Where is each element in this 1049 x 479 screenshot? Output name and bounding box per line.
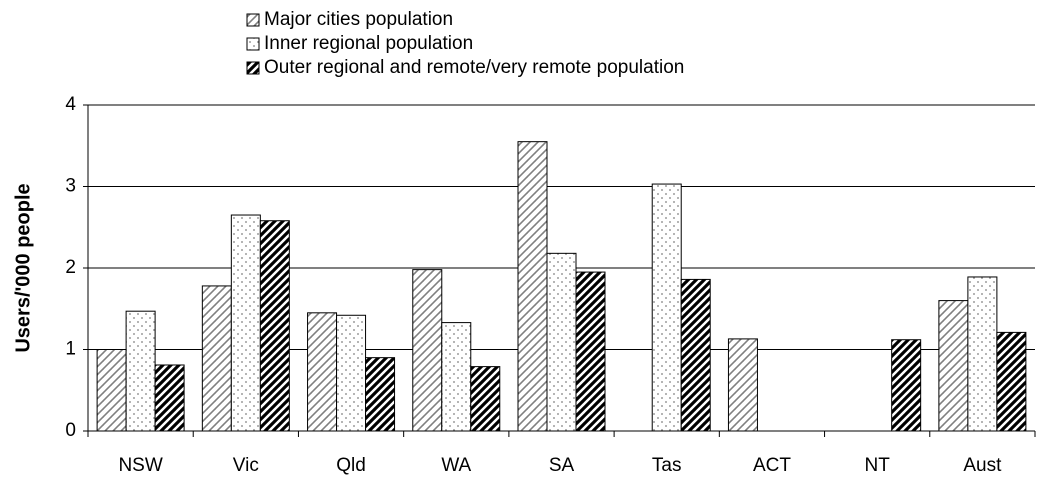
y-tick-label: 1 (65, 339, 76, 360)
bar (517, 141, 548, 432)
bar (938, 300, 969, 432)
bar (996, 331, 1027, 432)
bar (891, 339, 922, 432)
bar (412, 269, 443, 432)
x-tick-label: Tas (652, 455, 682, 476)
bar (230, 214, 261, 432)
bar (680, 278, 711, 432)
x-tick-label: WA (441, 455, 471, 476)
legend-label: Outer regional and remote/very remote po… (264, 57, 684, 78)
x-tick-label: SA (549, 455, 575, 476)
x-tick-label: Aust (963, 455, 1002, 476)
bar (967, 276, 998, 432)
bar (125, 310, 156, 432)
y-tick-label: 3 (65, 176, 76, 197)
bar (154, 364, 185, 432)
y-tick-label: 0 (65, 420, 76, 441)
x-tick-label: NSW (118, 455, 162, 476)
bar (546, 252, 577, 432)
bar (201, 285, 232, 432)
legend-label: Inner regional population (264, 33, 473, 54)
bar (727, 338, 758, 432)
x-tick-label: NT (865, 455, 891, 476)
y-tick-label: 2 (65, 257, 76, 278)
bar (575, 271, 606, 432)
bar (259, 220, 290, 432)
x-tick-label: Vic (233, 455, 259, 476)
x-tick-label: ACT (753, 455, 791, 476)
bar (441, 322, 472, 432)
bar (470, 366, 501, 432)
bar (96, 349, 127, 432)
x-tick-label: Qld (336, 455, 366, 476)
legend-swatch (246, 37, 260, 51)
bar (307, 312, 338, 432)
y-axis-title: Users/'000 people (12, 183, 34, 352)
legend-label: Major cities population (264, 9, 453, 30)
bar (336, 314, 367, 432)
bar (365, 357, 396, 432)
y-tick-label: 4 (65, 94, 76, 115)
legend-swatch (246, 13, 260, 27)
bar (651, 183, 682, 432)
legend-swatch (246, 61, 260, 75)
